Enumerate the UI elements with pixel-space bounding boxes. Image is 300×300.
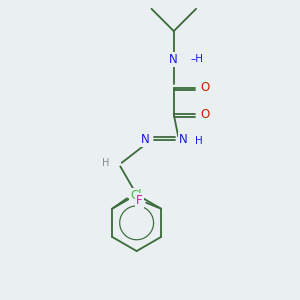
Text: O: O	[200, 108, 210, 121]
Text: F: F	[136, 194, 143, 207]
Text: N: N	[141, 133, 149, 146]
Text: –H: –H	[190, 54, 203, 64]
Text: Cl: Cl	[130, 189, 142, 202]
Text: N: N	[179, 133, 188, 146]
Text: H: H	[195, 136, 202, 146]
Text: N: N	[169, 53, 178, 66]
Text: H: H	[102, 158, 109, 168]
Text: O: O	[200, 81, 210, 94]
